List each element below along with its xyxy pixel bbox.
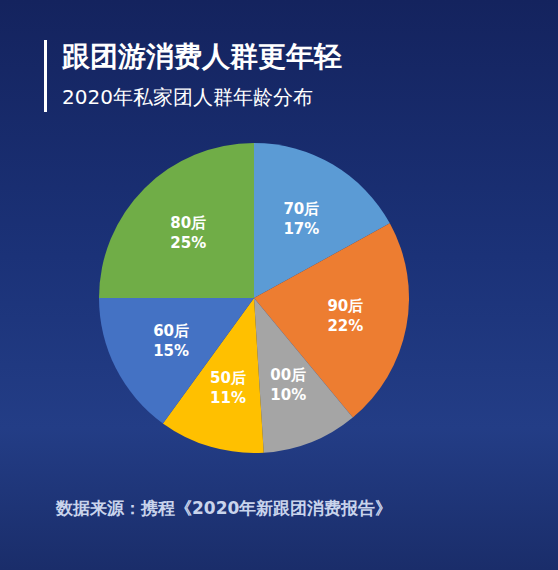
svg-text:60后15%: 60后15% xyxy=(153,322,189,360)
svg-text:70后17%: 70后17% xyxy=(283,200,319,238)
svg-text:90后22%: 90后22% xyxy=(327,297,363,335)
html-text:数据来源：携程《2020年新跟团消费报告》: 数据来源：携程《2020年新跟团消费报告》 xyxy=(56,498,393,518)
svg-text:50后11%: 50后11% xyxy=(210,369,246,407)
svg-text:00后10%: 00后10% xyxy=(270,366,306,404)
html-text:跟团游消费人群更年轻: 跟团游消费人群更年轻 xyxy=(62,40,342,73)
html-text:2020年私家团人群年龄分布: 2020年私家团人群年龄分布 xyxy=(62,85,313,109)
svg-text:80后25%: 80后25% xyxy=(170,214,206,252)
